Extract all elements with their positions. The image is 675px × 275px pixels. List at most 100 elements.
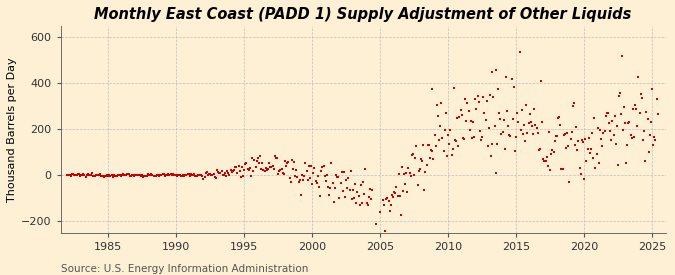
Point <box>154 174 165 178</box>
Point <box>497 130 508 134</box>
Point <box>475 129 485 133</box>
Point <box>515 128 526 132</box>
Point <box>427 148 437 153</box>
Point <box>248 169 259 173</box>
Point <box>543 130 554 134</box>
Point <box>216 169 227 173</box>
Point <box>574 166 585 170</box>
Point <box>326 160 337 165</box>
Point <box>132 173 143 177</box>
Point <box>97 174 108 178</box>
Point <box>169 172 180 177</box>
Point <box>247 156 258 160</box>
Point <box>622 142 632 147</box>
Point <box>493 110 504 115</box>
Point <box>250 165 261 170</box>
Point <box>243 168 254 172</box>
Point <box>614 93 624 98</box>
Point <box>318 164 329 168</box>
Point <box>414 167 425 172</box>
Point <box>306 163 317 168</box>
Point <box>192 173 203 178</box>
Point <box>455 108 466 112</box>
Point <box>142 172 153 177</box>
Point <box>481 99 492 104</box>
Point <box>631 107 642 111</box>
Point <box>105 174 116 178</box>
Point <box>190 174 201 178</box>
Point <box>328 200 339 205</box>
Point <box>421 163 432 167</box>
Point <box>409 173 420 177</box>
Point <box>333 175 344 179</box>
Point <box>520 139 531 144</box>
Point <box>327 181 338 186</box>
Point <box>236 165 247 169</box>
Point <box>349 196 360 200</box>
Point <box>426 148 437 152</box>
Point <box>261 167 272 172</box>
Point <box>543 164 554 168</box>
Point <box>234 168 245 173</box>
Point <box>314 185 325 189</box>
Point <box>329 186 340 191</box>
Point <box>427 87 437 91</box>
Point <box>124 172 134 177</box>
Point <box>652 112 663 116</box>
Point <box>371 222 381 227</box>
Point <box>116 173 127 177</box>
Point <box>469 135 480 139</box>
Point <box>416 158 427 163</box>
Point <box>128 172 138 177</box>
Point <box>394 194 405 198</box>
Point <box>526 124 537 129</box>
Point <box>413 169 424 173</box>
Point <box>87 171 98 175</box>
Point <box>451 138 462 143</box>
Point <box>164 173 175 177</box>
Point <box>477 134 487 139</box>
Point <box>127 173 138 177</box>
Point <box>217 173 228 177</box>
Point <box>358 180 369 185</box>
Point <box>508 85 519 90</box>
Point <box>271 156 282 160</box>
Point <box>546 152 557 156</box>
Point <box>578 177 589 181</box>
Point <box>634 111 645 115</box>
Point <box>632 123 643 128</box>
Point <box>402 189 412 194</box>
Point <box>503 124 514 128</box>
Point <box>479 111 490 115</box>
Point <box>375 210 385 214</box>
Point <box>351 200 362 205</box>
Point <box>194 173 205 177</box>
Point <box>605 129 616 133</box>
Point <box>64 173 75 178</box>
Point <box>136 174 146 178</box>
Point <box>271 156 281 161</box>
Point <box>84 173 95 178</box>
Point <box>516 108 527 113</box>
Point <box>391 185 402 189</box>
Point <box>316 169 327 173</box>
Point <box>107 175 118 179</box>
Point <box>70 173 81 177</box>
Point <box>113 173 124 177</box>
Point <box>647 87 657 92</box>
Point <box>453 144 464 148</box>
Point <box>511 134 522 139</box>
Point <box>219 172 230 177</box>
Point <box>608 133 619 138</box>
Point <box>169 173 180 177</box>
Point <box>301 168 312 173</box>
Point <box>182 172 193 177</box>
Point <box>580 136 591 141</box>
Point <box>390 191 401 195</box>
Point <box>258 167 269 172</box>
Point <box>510 148 520 153</box>
Point <box>549 139 560 144</box>
Point <box>588 156 599 161</box>
Point <box>114 173 125 177</box>
Point <box>80 174 91 179</box>
